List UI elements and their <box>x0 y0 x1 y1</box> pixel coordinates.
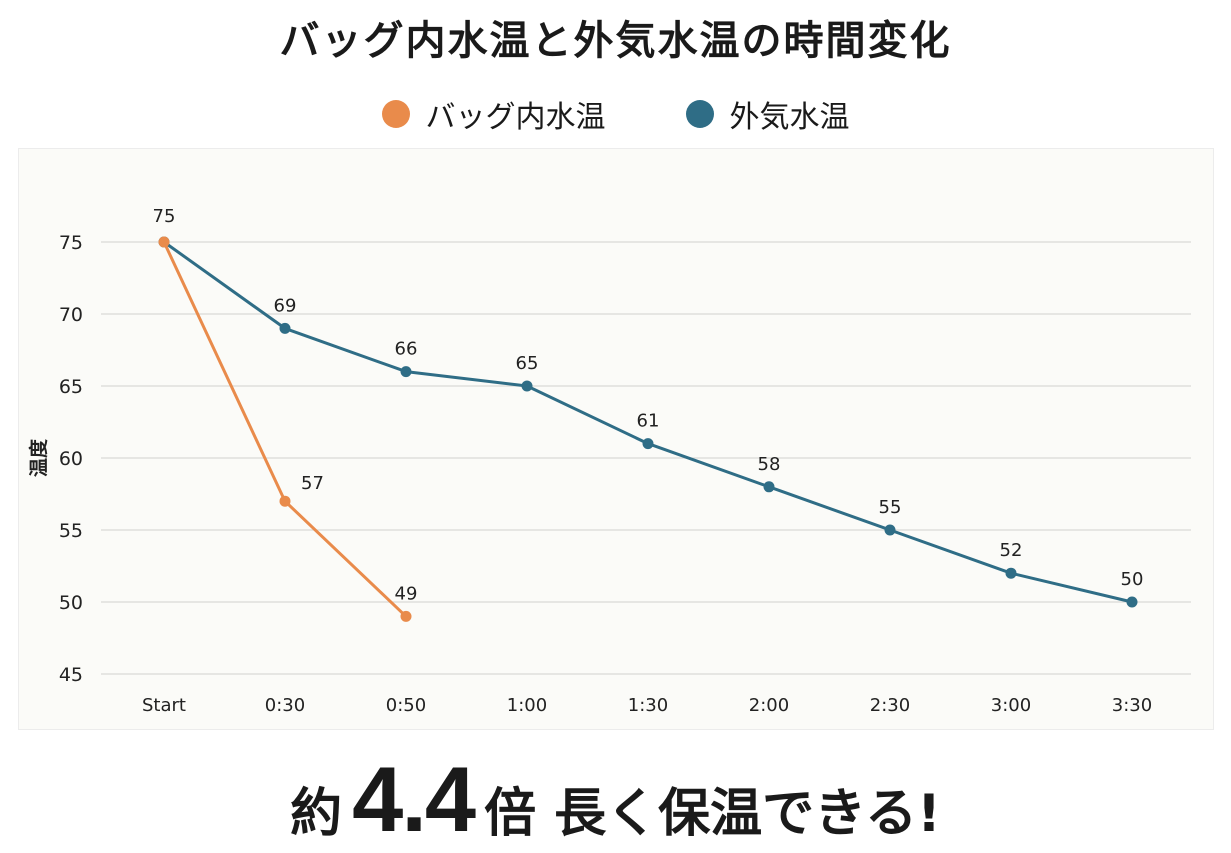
chart-title: バッグ内水温と外気水温の時間変化 <box>279 18 952 64</box>
y-tick-label: 65 <box>59 376 83 398</box>
headline: 約 4.4 倍 長く保温できる! <box>0 748 1231 853</box>
data-point <box>1126 596 1138 608</box>
chart-panel: 45 50 55 60 65 70 75 Start 0:30 0:50 1:00 1:30 2:00 2… <box>18 148 1214 730</box>
headline-number: 4.4 <box>352 749 476 851</box>
data-label: 57 <box>301 473 324 494</box>
headline-prefix: 約 <box>290 784 343 844</box>
x-tick-label: 1:30 <box>628 695 668 716</box>
data-label: 50 <box>1121 569 1144 590</box>
legend-label: 外気水温 <box>729 100 850 135</box>
data-point <box>1005 567 1017 579</box>
x-tick-label: 2:30 <box>870 695 910 716</box>
x-tick-label: 0:50 <box>386 695 426 716</box>
data-label: 66 <box>395 339 418 360</box>
data-point <box>521 380 533 392</box>
y-tick-label: 60 <box>59 448 83 470</box>
data-point <box>279 322 291 334</box>
legend-marker <box>381 100 410 128</box>
y-tick-label: 50 <box>59 592 83 614</box>
data-point <box>884 524 896 536</box>
y-tick-label: 70 <box>59 304 83 326</box>
data-label: 75 <box>153 206 176 227</box>
x-tick-label: 0:30 <box>265 695 305 716</box>
data-point <box>279 495 291 507</box>
legend-marker <box>685 100 714 128</box>
data-label: 69 <box>274 295 297 316</box>
headline-suffix: 倍 長く保温できる! <box>484 784 941 844</box>
legend-item-outside: 外気水温 <box>685 92 850 136</box>
data-label: 58 <box>758 454 781 475</box>
y-tick-label: 45 <box>59 664 83 686</box>
data-label: 52 <box>1000 540 1023 561</box>
data-label: 65 <box>516 353 539 374</box>
y-axis-label: 温度 <box>27 438 50 477</box>
data-label: 61 <box>637 411 660 432</box>
x-tick-label: 3:30 <box>1112 695 1152 716</box>
legend-label: バッグ内水温 <box>425 100 606 135</box>
data-point <box>763 481 775 493</box>
x-tick-label: 2:00 <box>749 695 789 716</box>
x-tick-label: 3:00 <box>991 695 1031 716</box>
data-point <box>400 610 412 622</box>
data-point <box>158 236 170 248</box>
x-tick-label: 1:00 <box>507 695 547 716</box>
legend-item-bag: バッグ内水温 <box>381 92 606 136</box>
legend: バッグ内水温 外気水温 <box>0 92 1231 136</box>
data-label: 49 <box>395 583 418 604</box>
line-chart: 45 50 55 60 65 70 75 Start 0:30 0:50 1:00 1:30 2:00 2… <box>27 206 1191 716</box>
y-tick-label: 75 <box>59 232 83 254</box>
data-point <box>400 366 412 378</box>
y-tick-label: 55 <box>59 520 83 542</box>
data-point <box>642 438 654 450</box>
x-tick-label: Start <box>142 695 186 716</box>
data-label: 55 <box>879 497 902 518</box>
